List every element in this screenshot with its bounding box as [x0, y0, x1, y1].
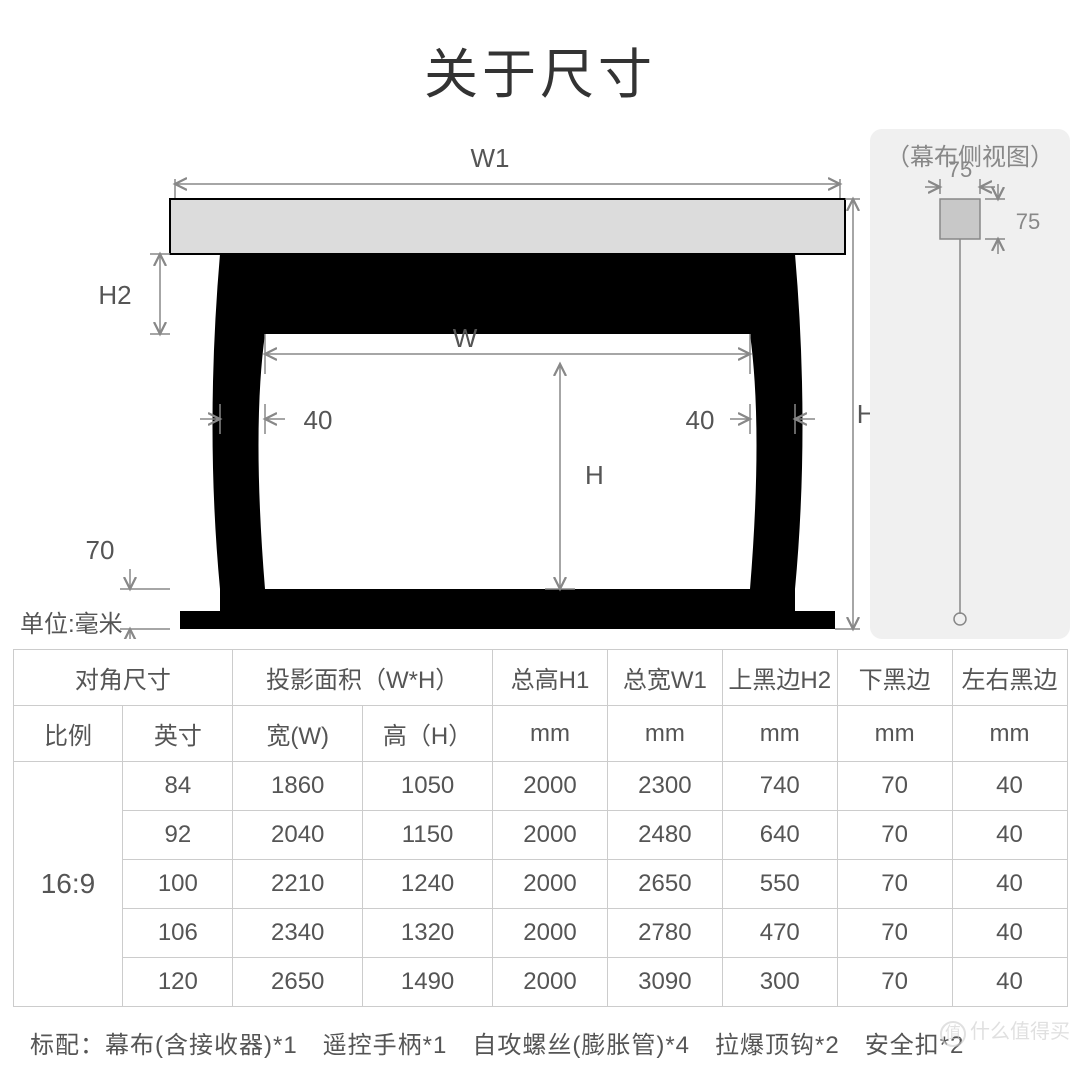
table-header: 上黑边H2: [722, 650, 837, 706]
table-cell: 2780: [607, 909, 722, 958]
table-cell: 40: [952, 958, 1067, 1007]
table-cell: 70: [837, 860, 952, 909]
table-cell: 40: [952, 811, 1067, 860]
table-header: 投影面积（W*H）: [233, 650, 493, 706]
watermark: 值什么值得买: [940, 1015, 1070, 1047]
table-cell: 40: [952, 762, 1067, 811]
table-row: 10022101240200026505507040: [13, 860, 1067, 909]
table-cell: 70: [837, 909, 952, 958]
screen-assembly: [180, 254, 835, 629]
table-subheader: 比例: [13, 706, 123, 762]
table-cell: 2650: [607, 860, 722, 909]
table-subheader: 高（H）: [363, 706, 493, 762]
table-cell: 2300: [607, 762, 722, 811]
page-title: 关于尺寸: [10, 30, 1070, 109]
table-cell: 1240: [363, 860, 493, 909]
table-row: 9220401150200024806407040: [13, 811, 1067, 860]
side-housing-box: [940, 199, 980, 239]
table-cell: 2210: [233, 860, 363, 909]
table-cell: 1860: [233, 762, 363, 811]
side-diagram-title: （幕布侧视图）: [870, 137, 1070, 172]
table-header: 总宽W1: [607, 650, 722, 706]
table-cell: 1150: [363, 811, 493, 860]
table-cell: 640: [722, 811, 837, 860]
main-diagram: W1: [20, 129, 860, 639]
label-h2: H2: [98, 280, 131, 310]
table-cell: 1320: [363, 909, 493, 958]
table-row: 10623401320200027804707040: [13, 909, 1067, 958]
table-cell: 120: [123, 958, 233, 1007]
table-cell: 2000: [493, 958, 608, 1007]
table-row: 16:98418601050200023007407040: [13, 762, 1067, 811]
table-cell: 40: [952, 909, 1067, 958]
table-header: 总高H1: [493, 650, 608, 706]
table-cell: 2480: [607, 811, 722, 860]
table-cell: 470: [722, 909, 837, 958]
table-cell: 1490: [363, 958, 493, 1007]
unit-label: 单位:毫米: [20, 604, 123, 639]
table-row: 12026501490200030903007040: [13, 958, 1067, 1007]
table-subheader: mm: [837, 706, 952, 762]
table-cell: 2000: [493, 811, 608, 860]
table-cell: 2040: [233, 811, 363, 860]
table-subheader: 英寸: [123, 706, 233, 762]
table-cell: 70: [837, 811, 952, 860]
side-diagram: （幕布侧视图） 75 75: [870, 129, 1070, 639]
table-subheader: mm: [607, 706, 722, 762]
housing-bar: [170, 199, 845, 254]
table-cell: 550: [722, 860, 837, 909]
table-header: 下黑边: [837, 650, 952, 706]
table-cell: 2000: [493, 909, 608, 958]
table-cell: 2340: [233, 909, 363, 958]
table-cell: 2000: [493, 860, 608, 909]
table-cell: 70: [837, 958, 952, 1007]
table-cell: 300: [722, 958, 837, 1007]
table-cell: 106: [123, 909, 233, 958]
table-cell: 1050: [363, 762, 493, 811]
side-weight: [954, 613, 966, 625]
label-right-margin: 40: [686, 405, 715, 435]
label-w: W: [453, 323, 478, 353]
table-subheader: 宽(W): [233, 706, 363, 762]
side-label-h: 75: [1016, 209, 1040, 234]
label-h: H: [585, 460, 604, 490]
table-cell: 2650: [233, 958, 363, 1007]
table-header: 左右黑边: [952, 650, 1067, 706]
table-subheader: mm: [952, 706, 1067, 762]
ratio-cell: 16:9: [13, 762, 123, 1007]
table-subheader: mm: [722, 706, 837, 762]
footer-accessories: 标配：幕布(含接收器)*1 遥控手柄*1 自攻螺丝(膨胀管)*4 拉爆顶钩*2 …: [10, 1007, 1070, 1078]
label-bottom-margin: 70: [86, 535, 115, 565]
table-cell: 2000: [493, 762, 608, 811]
dimensions-table: 对角尺寸投影面积（W*H）总高H1总宽W1上黑边H2下黑边左右黑边比例英寸宽(W…: [13, 649, 1068, 1007]
table-cell: 100: [123, 860, 233, 909]
table-cell: 40: [952, 860, 1067, 909]
table-cell: 70: [837, 762, 952, 811]
table-cell: 92: [123, 811, 233, 860]
table-cell: 84: [123, 762, 233, 811]
label-left-margin: 40: [304, 405, 333, 435]
table-cell: 3090: [607, 958, 722, 1007]
label-w1: W1: [471, 143, 510, 173]
table-subheader: mm: [493, 706, 608, 762]
table-header: 对角尺寸: [13, 650, 233, 706]
table-cell: 740: [722, 762, 837, 811]
